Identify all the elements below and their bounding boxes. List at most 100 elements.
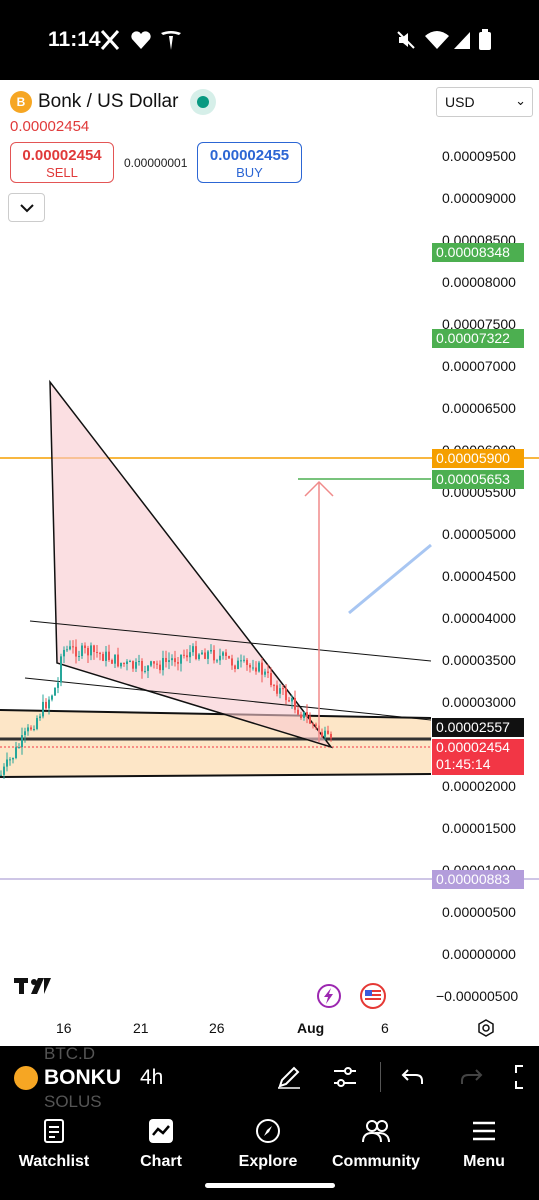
candle-body — [156, 663, 158, 665]
lightning-icon[interactable] — [316, 983, 342, 1009]
indicators-sliders-icon[interactable] — [332, 1064, 358, 1090]
us-flag-icon[interactable] — [359, 982, 387, 1010]
chart-canvas[interactable] — [0, 80, 539, 1046]
chart-icon — [149, 1119, 173, 1143]
candle-body — [174, 658, 176, 663]
bonk-symbol-icon — [14, 1066, 38, 1090]
support-zone — [0, 710, 431, 777]
candle-body — [123, 662, 125, 665]
interval-button[interactable]: 4h — [140, 1066, 164, 1089]
target-arrow-head — [304, 480, 334, 497]
candle-body — [159, 664, 161, 671]
sell-price: 0.00002454 — [22, 147, 102, 164]
candle-body — [147, 665, 149, 671]
candle-body — [132, 661, 134, 669]
candle-body — [306, 712, 308, 717]
candle-body — [279, 688, 281, 694]
candle-body — [87, 648, 89, 656]
candle-body — [90, 645, 92, 656]
time-axis-label: Aug — [297, 1020, 325, 1036]
price-axis-label: 0.00005000 — [442, 526, 516, 542]
candle-body — [69, 646, 71, 650]
nav-explore[interactable]: Explore — [218, 1118, 318, 1171]
symbol-search-button[interactable]: BONKU — [44, 1066, 121, 1089]
candle-body — [39, 716, 41, 719]
home-indicator[interactable] — [205, 1183, 335, 1188]
price-tag-orange: 0.00005900 — [432, 449, 524, 468]
current-price-tag: 0.00002454 01:45:14 — [432, 739, 524, 775]
time-axis-label: 16 — [56, 1020, 72, 1036]
candle-body — [93, 645, 95, 652]
nav-chart[interactable]: Chart — [111, 1118, 211, 1171]
candle-body — [84, 645, 86, 649]
collapse-toggle-button[interactable] — [8, 193, 45, 222]
candle-body — [168, 660, 170, 663]
candle-body — [0, 774, 2, 776]
candle-body — [141, 660, 143, 672]
undo-icon[interactable] — [400, 1064, 426, 1090]
price-axis-label: 0.00009000 — [442, 190, 516, 206]
tesla-logo-icon — [161, 31, 181, 50]
price-axis-label: 0.00008000 — [442, 274, 516, 290]
currency-value: USD — [445, 94, 475, 110]
nav-community[interactable]: Community — [326, 1118, 426, 1171]
symbol-header[interactable]: B Bonk / US Dollar — [10, 88, 217, 116]
candle-body — [129, 661, 131, 663]
price-tag-green: 0.00008348 — [432, 243, 524, 262]
price-axis-label: 0.00009500 — [442, 148, 516, 164]
candle-body — [303, 712, 305, 718]
candle-body — [324, 730, 326, 737]
candle-body — [273, 685, 275, 687]
chart-settings-icon[interactable] — [476, 1018, 496, 1038]
time-axis-label: 21 — [133, 1020, 149, 1036]
candle-body — [63, 649, 65, 657]
candle-body — [18, 747, 20, 749]
channel-line-upper — [29, 620, 432, 662]
buy-label: BUY — [236, 165, 263, 180]
wedge-triangle — [49, 379, 334, 749]
candle-body — [108, 651, 110, 661]
candle-body — [51, 695, 53, 700]
price-axis-label: 0.00006500 — [442, 400, 516, 416]
sell-button[interactable]: 0.00002454 SELL — [10, 142, 114, 183]
candle-body — [15, 747, 17, 759]
candle-body — [267, 671, 269, 674]
drawing-pen-icon[interactable] — [276, 1064, 302, 1090]
candle-body — [207, 651, 209, 659]
tradingview-logo-icon — [14, 978, 51, 994]
candle-body — [300, 714, 302, 718]
time-axis-label: 6 — [381, 1020, 389, 1036]
heart-icon — [131, 31, 151, 49]
candle-body — [54, 687, 56, 696]
price-axis-label: 0.00001500 — [442, 820, 516, 836]
candle-body — [75, 646, 77, 657]
nav-menu[interactable]: Menu — [434, 1118, 534, 1171]
price-axis-label: 0.00003000 — [442, 694, 516, 710]
compass-icon — [256, 1119, 280, 1143]
wifi-icon — [425, 31, 449, 49]
buy-button[interactable]: 0.00002455 BUY — [197, 142, 302, 183]
candle-body — [219, 655, 221, 661]
community-icon — [362, 1120, 390, 1143]
candle-body — [192, 646, 194, 653]
candle-body — [252, 667, 254, 669]
bonk-logo-icon: B — [10, 91, 32, 113]
candle-body — [30, 727, 32, 730]
candle-body — [309, 716, 311, 724]
candle-body — [114, 654, 116, 664]
candle-body — [222, 652, 224, 656]
currency-select[interactable]: USD ⌄ — [436, 87, 533, 117]
candle-body — [81, 645, 83, 657]
price-tag-black: 0.00002557 — [432, 718, 524, 737]
redo-icon[interactable] — [458, 1064, 484, 1090]
price-axis-label: 0.00002000 — [442, 778, 516, 794]
candle-body — [210, 649, 212, 652]
candle-body — [27, 727, 29, 732]
chart-area[interactable]: B Bonk / US Dollar 0.00002454 0.00002454… — [0, 80, 539, 1046]
candle-body — [33, 728, 35, 730]
candle-body — [165, 657, 167, 663]
fullscreen-icon[interactable] — [514, 1064, 539, 1090]
candle-body — [135, 662, 137, 669]
candle-body — [42, 701, 44, 717]
nav-watchlist[interactable]: Watchlist — [4, 1118, 104, 1171]
